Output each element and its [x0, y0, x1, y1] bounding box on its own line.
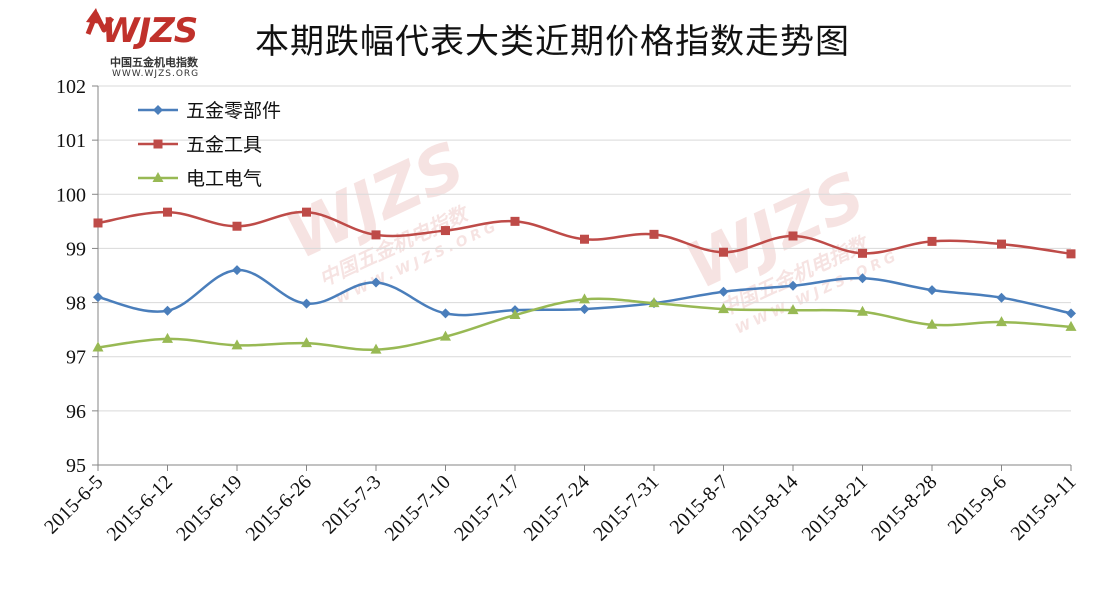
x-tick-label: 2015-9-11: [1007, 471, 1081, 545]
x-tick-label: 2015-7-3: [318, 471, 385, 538]
legend-marker: [153, 105, 163, 115]
series-line: [97, 210, 1072, 256]
x-tick-label: 2015-7-17: [450, 471, 524, 545]
x-tick-label: 2015-8-7: [666, 471, 733, 538]
data-point: [788, 280, 798, 291]
data-point: [1066, 249, 1076, 259]
logo-mark: WJZS: [102, 11, 198, 51]
data-point: [927, 285, 937, 296]
x-tick-label: 2015-7-24: [520, 471, 594, 545]
x-tick-label: 2015-8-21: [798, 471, 872, 545]
data-point: [718, 303, 729, 314]
data-point: [649, 229, 659, 239]
data-point: [163, 207, 172, 217]
data-point: [997, 239, 1006, 249]
data-point: [857, 305, 868, 316]
legend-label: 五金零部件: [186, 100, 281, 122]
data-point: [858, 248, 867, 258]
data-point: [580, 234, 589, 244]
data-point: [1065, 320, 1077, 331]
legend-label: 五金工具: [186, 134, 262, 156]
data-point: [232, 221, 242, 231]
y-tick-label: 98: [66, 293, 86, 315]
logo-arrow-icon: [85, 8, 115, 35]
data-point: [232, 265, 242, 276]
legend-item: 电工电气: [138, 168, 262, 190]
data-point: [370, 343, 382, 354]
x-tick-label: 2015-6-12: [103, 471, 177, 545]
y-tick-label: 95: [66, 455, 86, 477]
x-tick-label: 2015-8-28: [867, 471, 941, 545]
data-point: [857, 273, 868, 284]
legend-marker: [153, 139, 163, 149]
data-point: [231, 339, 243, 350]
data-point: [718, 286, 729, 297]
y-tick-label: 96: [66, 401, 86, 423]
y-tick-label: 102: [56, 76, 86, 98]
data-point: [371, 230, 381, 240]
data-point: [92, 341, 104, 352]
data-point: [93, 292, 103, 303]
series-3: [92, 293, 1077, 354]
y-tick-label: 99: [66, 238, 86, 260]
wjzs-logo: WJZS 中国五金机电指数 WWW.WJZS.ORG: [82, 4, 222, 82]
data-point: [926, 318, 938, 329]
logo-chinese-name: 中国五金机电指数: [110, 56, 198, 69]
x-tick-label: 2015-6-19: [172, 471, 246, 545]
data-point: [648, 297, 660, 308]
data-point: [719, 247, 728, 257]
x-tick-label: 2015-6-5: [40, 471, 107, 538]
data-point: [371, 277, 381, 288]
data-point: [788, 231, 798, 241]
y-tick-label: 100: [56, 184, 86, 206]
chart-title: 本期跌幅代表大类近期价格指数走势图: [255, 22, 850, 62]
series-2: [93, 207, 1076, 259]
y-tick-label: 97: [66, 347, 86, 369]
x-tick-label: 2015-7-10: [381, 471, 455, 545]
x-tick-label: 2015-7-31: [589, 471, 663, 545]
legend-item: 五金零部件: [138, 100, 281, 122]
data-point: [996, 292, 1007, 303]
data-point: [440, 330, 451, 341]
data-point: [927, 236, 937, 246]
x-tick-label: 2015-8-14: [728, 471, 802, 545]
y-tick-label: 101: [56, 130, 86, 152]
data-point: [787, 304, 799, 315]
data-point: [441, 226, 450, 236]
data-point: [162, 332, 173, 343]
data-point: [510, 216, 520, 226]
data-point: [579, 293, 590, 304]
y-axis-ticks: 95 96 97 98 99 100 101 102: [56, 76, 86, 477]
data-point: [440, 308, 451, 319]
series-1: [93, 265, 1076, 319]
data-point: [162, 305, 173, 316]
data-point: [509, 309, 521, 320]
x-tick-label: 2015-6-26: [242, 471, 316, 545]
legend-label: 电工电气: [186, 168, 262, 190]
data-point: [579, 304, 590, 315]
data-point: [996, 316, 1007, 327]
axes: [97, 86, 1072, 471]
data-point: [302, 207, 311, 217]
data-point: [301, 337, 312, 348]
series-line: [97, 268, 1072, 317]
legend-marker: [152, 172, 164, 182]
logo-url: WWW.WJZS.ORG: [112, 69, 200, 79]
data-point: [93, 218, 103, 228]
data-point: [1066, 308, 1076, 319]
series-layer: [92, 207, 1077, 354]
data-point: [301, 298, 312, 309]
legend-item: 五金工具: [138, 134, 262, 156]
x-tick-label: 2015-9-6: [944, 471, 1011, 538]
